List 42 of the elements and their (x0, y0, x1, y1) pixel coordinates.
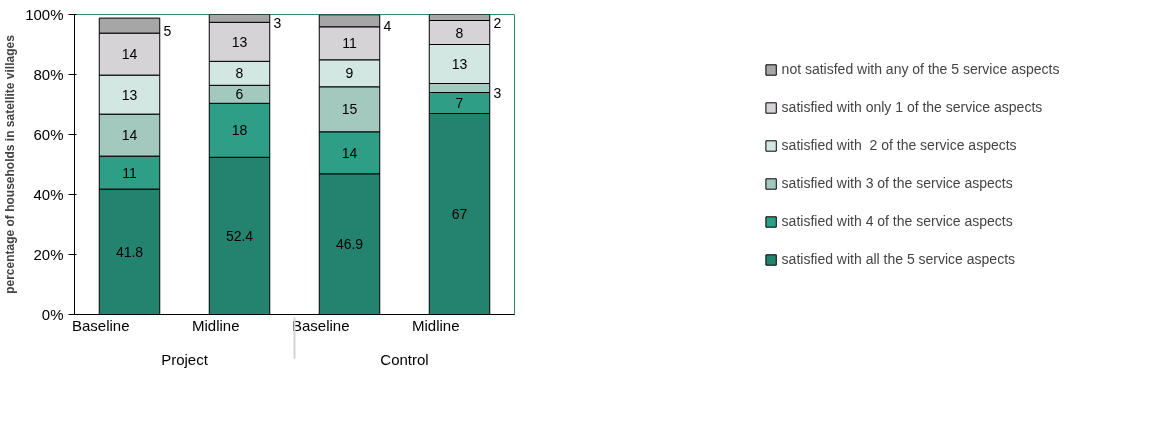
data-label: 8 (235, 65, 244, 82)
data-label: 46.9 (335, 236, 364, 253)
data-label: 5 (163, 22, 172, 39)
data-label: 41.8 (115, 243, 144, 260)
data-label: 13 (121, 86, 138, 103)
legend-label: satisfied with 3 of the service aspects (781, 175, 1013, 191)
data-label: 7 (455, 95, 464, 111)
y-tick-label: 0% (41, 306, 64, 323)
y-tick-label: 100% (25, 6, 64, 23)
y-tick-label: 40% (33, 186, 64, 203)
data-label: 14 (121, 46, 138, 63)
data-label: 67 (451, 206, 468, 222)
y-tick-label: 20% (33, 246, 64, 263)
y-tick-label: 60% (33, 126, 64, 143)
legend-label: satisfied with 2 of the service aspects (781, 137, 1017, 153)
data-label: 6 (235, 86, 244, 103)
data-label: 3 (273, 14, 282, 31)
text: Control (380, 350, 429, 368)
data-label: 11 (122, 164, 137, 181)
legend-label: satisfied with only 1 of the service aspects (781, 99, 1043, 115)
data-label: 3 (493, 85, 502, 101)
legend-label: not satisfed with any of the 5 service aspects (781, 61, 1060, 77)
x-tick-label: Midline (411, 317, 460, 334)
data-label: 14 (121, 127, 138, 144)
legend-label: satisfied with 4 of the service aspects (781, 213, 1013, 229)
y-tick-label: 80% (33, 66, 64, 83)
data-label: 18 (231, 122, 248, 139)
data-label: 4 (383, 17, 392, 34)
data-label: 13 (231, 33, 248, 50)
data-label: 11 (342, 35, 357, 52)
data-label: 52.4 (225, 227, 254, 244)
data-label: 2 (493, 14, 502, 31)
x-tick-label: Midline (191, 317, 240, 334)
data-label: 14 (341, 144, 358, 161)
legend-label: satisfied with all the 5 service aspects (781, 251, 1016, 267)
data-label: 15 (341, 101, 358, 118)
text: Project (161, 350, 209, 368)
data-label: 8 (455, 24, 464, 41)
data-label: 13 (451, 56, 468, 72)
data-label: 9 (345, 65, 354, 82)
x-tick-label: Baseline (71, 317, 130, 334)
y-axis-title: percentage of households in satellite villages (3, 34, 18, 294)
